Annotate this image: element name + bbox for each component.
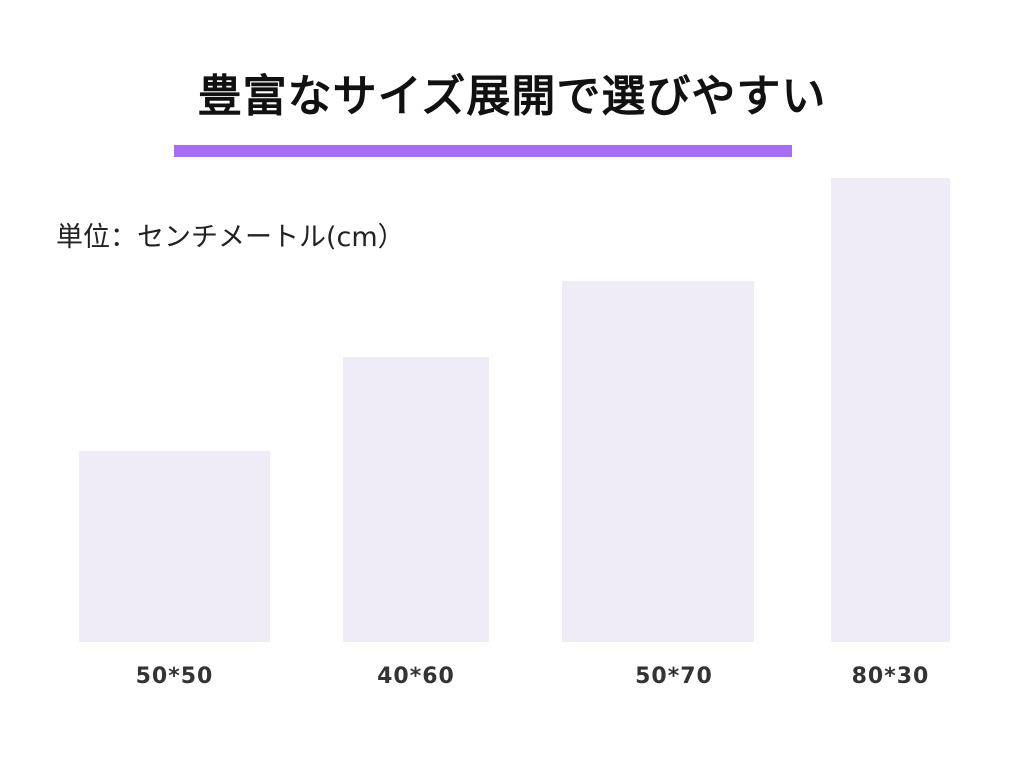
size-label-50x50: 50*50 [135,664,214,689]
size-block-50x50 [79,451,270,642]
size-label-80x30: 80*30 [851,664,930,689]
size-label-50x70: 50*70 [635,664,713,689]
title-underline [174,145,792,157]
page-title: 豊富なサイズ展開で選びやすい [197,71,827,122]
size-block-80x30 [831,178,950,642]
unit-label: 単位：センチメートル(cm） [56,222,405,253]
size-block-40x60 [343,357,489,642]
size-label-40x60: 40*60 [377,664,455,689]
size-block-50x70 [562,281,754,642]
